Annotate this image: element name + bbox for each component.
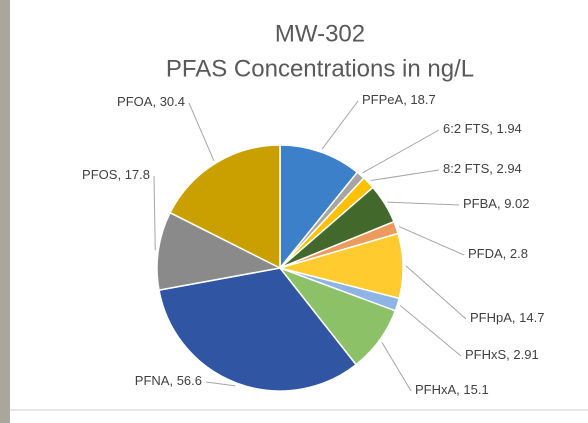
leader-line — [362, 129, 440, 174]
pie-slice — [169, 144, 281, 270]
label-separator: , — [489, 121, 496, 136]
label-separator: , — [489, 161, 496, 176]
leader-line — [381, 341, 412, 392]
label-separator: , — [497, 196, 504, 211]
label-category: PFOA — [117, 94, 153, 109]
leader-line — [405, 265, 467, 320]
label-value: 2.8 — [510, 246, 528, 261]
label-value: 18.7 — [410, 92, 435, 107]
label-category: PFHxS — [465, 347, 507, 362]
label-separator: , — [512, 310, 519, 325]
label-value: 30.4 — [160, 94, 185, 109]
leader-line — [398, 226, 465, 256]
data-label: 8:2 FTS, 2.94 — [443, 161, 522, 176]
chart-title: MW-302 — [275, 20, 365, 47]
data-label: PFBA, 9.02 — [463, 196, 530, 211]
label-value: 17.8 — [125, 167, 150, 182]
leader-line — [399, 305, 462, 357]
label-value: 2.94 — [496, 161, 521, 176]
label-separator: , — [456, 382, 463, 397]
data-label: 6:2 FTS, 1.94 — [443, 121, 522, 136]
label-value: 1.94 — [496, 121, 521, 136]
data-label: PFOS, 17.8 — [82, 167, 150, 182]
leader-line — [188, 102, 215, 161]
label-value: 15.1 — [463, 382, 488, 397]
label-category: PFPeA — [362, 92, 404, 107]
label-category: PFHpA — [470, 310, 512, 325]
label-category: PFOS — [82, 167, 118, 182]
label-category: 8:2 FTS — [443, 161, 490, 176]
data-label: PFNA, 56.6 — [135, 373, 202, 388]
label-value: 56.6 — [177, 373, 202, 388]
leader-line — [321, 100, 359, 150]
label-separator: , — [503, 246, 510, 261]
pie-slice — [158, 267, 358, 392]
chart-subtitle: PFAS Concentrations in ng/L — [166, 55, 474, 82]
label-separator: , — [169, 373, 176, 388]
data-label: PFOA, 30.4 — [117, 94, 185, 109]
label-separator: , — [403, 92, 410, 107]
data-label: PFHxA, 15.1 — [415, 382, 489, 397]
label-separator: , — [117, 167, 124, 182]
label-value: 14.7 — [519, 310, 544, 325]
label-category: PFHxA — [415, 382, 457, 397]
side-strip — [0, 0, 10, 423]
label-category: PFBA — [463, 196, 497, 211]
leader-line — [205, 381, 236, 387]
pie-slice — [156, 211, 283, 291]
label-separator: , — [506, 347, 513, 362]
leader-line — [387, 201, 460, 206]
data-label: PFHpA, 14.7 — [470, 310, 544, 325]
label-category: PFDA — [468, 246, 503, 261]
label-category: PFNA — [135, 373, 170, 388]
leader-line — [153, 175, 156, 251]
label-separator: , — [152, 94, 159, 109]
data-label: PFPeA, 18.7 — [362, 92, 436, 107]
label-value: 2.91 — [513, 347, 538, 362]
pie-slice — [279, 144, 359, 271]
label-value: 9.02 — [504, 196, 529, 211]
leader-line — [370, 169, 440, 182]
data-label: PFHxS, 2.91 — [465, 347, 539, 362]
label-category: 6:2 FTS — [443, 121, 490, 136]
data-label: PFDA, 2.8 — [468, 246, 528, 261]
